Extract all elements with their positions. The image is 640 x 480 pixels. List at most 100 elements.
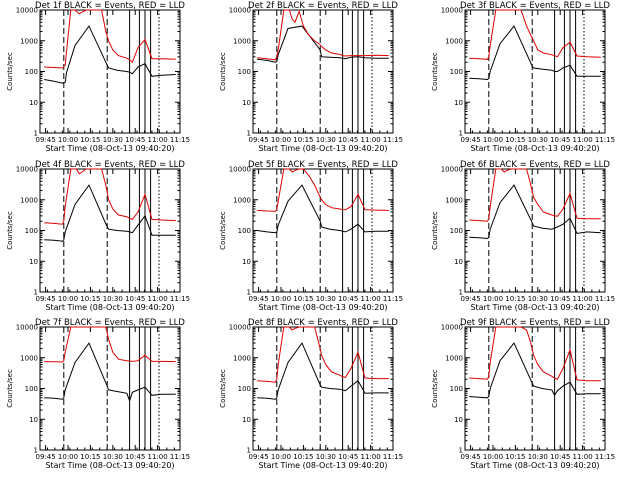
y-tick-label: 1000	[445, 354, 463, 362]
panel-title: Det 3f BLACK = Events, RED = LLD	[460, 1, 610, 11]
x-tick-label: 10:30	[103, 136, 123, 144]
events-series-line	[469, 342, 601, 399]
x-tick-label: 11:15	[383, 136, 403, 144]
y-axis-label: Counts/sec	[6, 52, 14, 91]
y-tick-label: 1	[34, 447, 38, 455]
x-tick-label: 11:00	[573, 295, 593, 303]
y-tick-label: 10	[242, 258, 251, 266]
y-tick-label: 10	[242, 416, 251, 424]
x-tick-label: 11:15	[383, 295, 403, 303]
detector-panel-1: Det 1f BLACK = Events, RED = LLD 1 10 100 10…	[6, 1, 190, 153]
y-tick-label: 1000	[20, 37, 38, 45]
x-tick-label: 10:30	[103, 295, 123, 303]
detector-panel-6: Det 6f BLACK = Events, RED = LLD 1 10 100 10…	[431, 160, 615, 312]
y-tick-label: 1000	[445, 196, 463, 204]
events-series-line	[44, 25, 176, 84]
x-axis-label: Start Time (08-Oct-13 09:40:20)	[45, 144, 174, 153]
y-tick-label: 10000	[16, 7, 38, 15]
x-tick-label: 11:00	[148, 453, 168, 461]
y-tick-label: 1000	[233, 196, 251, 204]
events-series-line	[44, 184, 176, 242]
x-tick-label: 10:00	[58, 295, 78, 303]
lld-series-line	[469, 9, 601, 60]
y-tick-label: 10000	[441, 324, 463, 332]
x-tick-label: 09:45	[36, 295, 56, 303]
x-axis-label: Start Time (08-Oct-13 09:40:20)	[258, 144, 387, 153]
x-tick-label: 10:00	[271, 295, 291, 303]
x-tick-label: 11:15	[170, 136, 190, 144]
x-tick-label: 10:15	[80, 136, 100, 144]
detector-panel-8: Det 8f BLACK = Events, RED = LLD 1 10 100 10…	[219, 318, 403, 470]
y-tick-label: 1000	[445, 37, 463, 45]
y-tick-label: 10000	[441, 7, 463, 15]
x-tick-label: 11:00	[361, 453, 381, 461]
y-tick-label: 1	[459, 447, 463, 455]
x-tick-label: 11:15	[383, 453, 403, 461]
y-tick-label: 1000	[20, 196, 38, 204]
y-tick-label: 1	[247, 447, 251, 455]
events-series-line	[257, 342, 389, 400]
lld-series-line	[257, 326, 389, 383]
x-tick-label: 10:45	[338, 136, 358, 144]
y-tick-label: 10000	[229, 166, 251, 174]
x-axis-label: Start Time (08-Oct-13 09:40:20)	[470, 303, 599, 312]
x-tick-label: 10:45	[125, 295, 145, 303]
lld-series-line	[44, 9, 176, 69]
panel-title: Det 2f BLACK = Events, RED = LLD	[248, 1, 398, 11]
y-tick-label: 1	[247, 130, 251, 138]
lld-series-line	[469, 168, 601, 222]
events-series-line	[257, 184, 389, 234]
x-axis-label: Start Time (08-Oct-13 09:40:20)	[470, 461, 599, 470]
x-tick-label: 10:30	[316, 136, 336, 144]
y-tick-label: 1000	[20, 354, 38, 362]
x-tick-label: 10:15	[293, 295, 313, 303]
x-axis-label: Start Time (08-Oct-13 09:40:20)	[258, 303, 387, 312]
y-tick-label: 10000	[16, 324, 38, 332]
y-axis-label: Counts/sec	[431, 369, 439, 408]
y-axis-label: Counts/sec	[219, 52, 227, 91]
x-tick-label: 09:45	[461, 453, 481, 461]
y-tick-label: 10	[242, 99, 251, 107]
y-tick-label: 1	[247, 289, 251, 297]
x-tick-label: 10:45	[125, 453, 145, 461]
events-series-line	[257, 25, 389, 63]
y-tick-label: 10	[454, 258, 463, 266]
y-tick-label: 10000	[16, 166, 38, 174]
x-tick-label: 11:15	[595, 453, 615, 461]
x-tick-label: 09:45	[249, 136, 269, 144]
y-tick-label: 100	[238, 68, 251, 76]
lld-series-line	[44, 168, 176, 225]
x-tick-label: 10:15	[293, 136, 313, 144]
panel-title: Det 1f BLACK = Events, RED = LLD	[35, 1, 185, 11]
x-tick-label: 11:15	[595, 136, 615, 144]
lld-series-line	[257, 9, 389, 61]
y-tick-label: 10000	[229, 324, 251, 332]
x-tick-label: 10:15	[505, 295, 525, 303]
y-axis-label: Counts/sec	[6, 211, 14, 250]
lld-series-line	[257, 168, 389, 212]
x-tick-label: 11:00	[361, 295, 381, 303]
panel-title: Det 8f BLACK = Events, RED = LLD	[248, 318, 398, 328]
y-tick-label: 1000	[233, 37, 251, 45]
y-tick-label: 100	[450, 385, 463, 393]
panel-title: Det 4f BLACK = Events, RED = LLD	[35, 160, 185, 170]
y-tick-label: 100	[25, 385, 38, 393]
y-tick-label: 100	[25, 227, 38, 235]
x-tick-label: 09:45	[36, 136, 56, 144]
x-tick-label: 10:15	[505, 136, 525, 144]
x-tick-label: 10:15	[293, 453, 313, 461]
x-tick-label: 11:00	[361, 136, 381, 144]
x-tick-label: 11:00	[148, 295, 168, 303]
x-tick-label: 10:15	[505, 453, 525, 461]
x-axis-label: Start Time (08-Oct-13 09:40:20)	[470, 144, 599, 153]
y-tick-label: 100	[238, 227, 251, 235]
x-tick-label: 10:30	[103, 453, 123, 461]
detector-panel-7: Det 7f BLACK = Events, RED = LLD 1 10 100 10…	[6, 318, 190, 470]
detector-panel-4: Det 4f BLACK = Events, RED = LLD 1 10 100 10…	[6, 160, 190, 312]
x-axis-label: Start Time (08-Oct-13 09:40:20)	[45, 303, 174, 312]
y-axis-label: Counts/sec	[219, 211, 227, 250]
y-tick-label: 10	[29, 99, 38, 107]
x-tick-label: 09:45	[36, 453, 56, 461]
x-tick-label: 10:00	[271, 453, 291, 461]
y-tick-label: 1000	[233, 354, 251, 362]
